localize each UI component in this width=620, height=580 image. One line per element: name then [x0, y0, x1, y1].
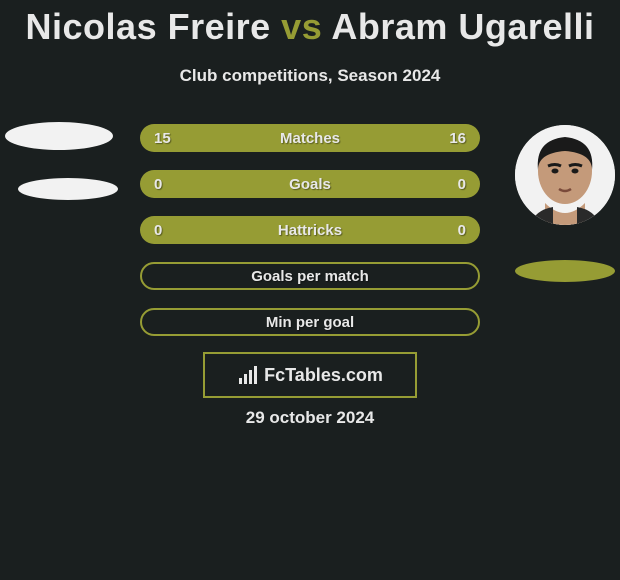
stats-container: 15 Matches 16 0 Goals 0 0 Hattricks 0 Go… — [140, 124, 480, 354]
date-text: 29 october 2024 — [0, 408, 620, 428]
comparison-title: Nicolas Freire vs Abram Ugarelli — [0, 0, 620, 48]
stat-label: Matches — [140, 130, 480, 147]
stat-label: Goals per match — [142, 268, 478, 285]
stat-row-hattricks: 0 Hattricks 0 — [140, 216, 480, 244]
stat-label: Min per goal — [142, 314, 478, 331]
stat-label: Goals — [140, 176, 480, 193]
logo-text: FcTables.com — [264, 365, 383, 386]
fctables-logo: FcTables.com — [203, 352, 417, 398]
player2-avatar — [515, 125, 615, 225]
stat-row-goals: 0 Goals 0 — [140, 170, 480, 198]
vs-text: vs — [281, 6, 322, 47]
player2-face-icon — [515, 125, 615, 225]
player1-name: Nicolas Freire — [26, 6, 271, 47]
player2-shadow — [515, 260, 615, 282]
stat-row-min-per-goal: Min per goal — [140, 308, 480, 336]
stat-row-goals-per-match: Goals per match — [140, 262, 480, 290]
stat-row-matches: 15 Matches 16 — [140, 124, 480, 152]
chart-icon — [237, 364, 259, 386]
player1-shadow — [18, 178, 118, 200]
subtitle: Club competitions, Season 2024 — [0, 66, 620, 86]
player1-avatar-placeholder — [5, 122, 113, 150]
stat-label: Hattricks — [140, 222, 480, 239]
player2-name: Abram Ugarelli — [331, 6, 594, 47]
